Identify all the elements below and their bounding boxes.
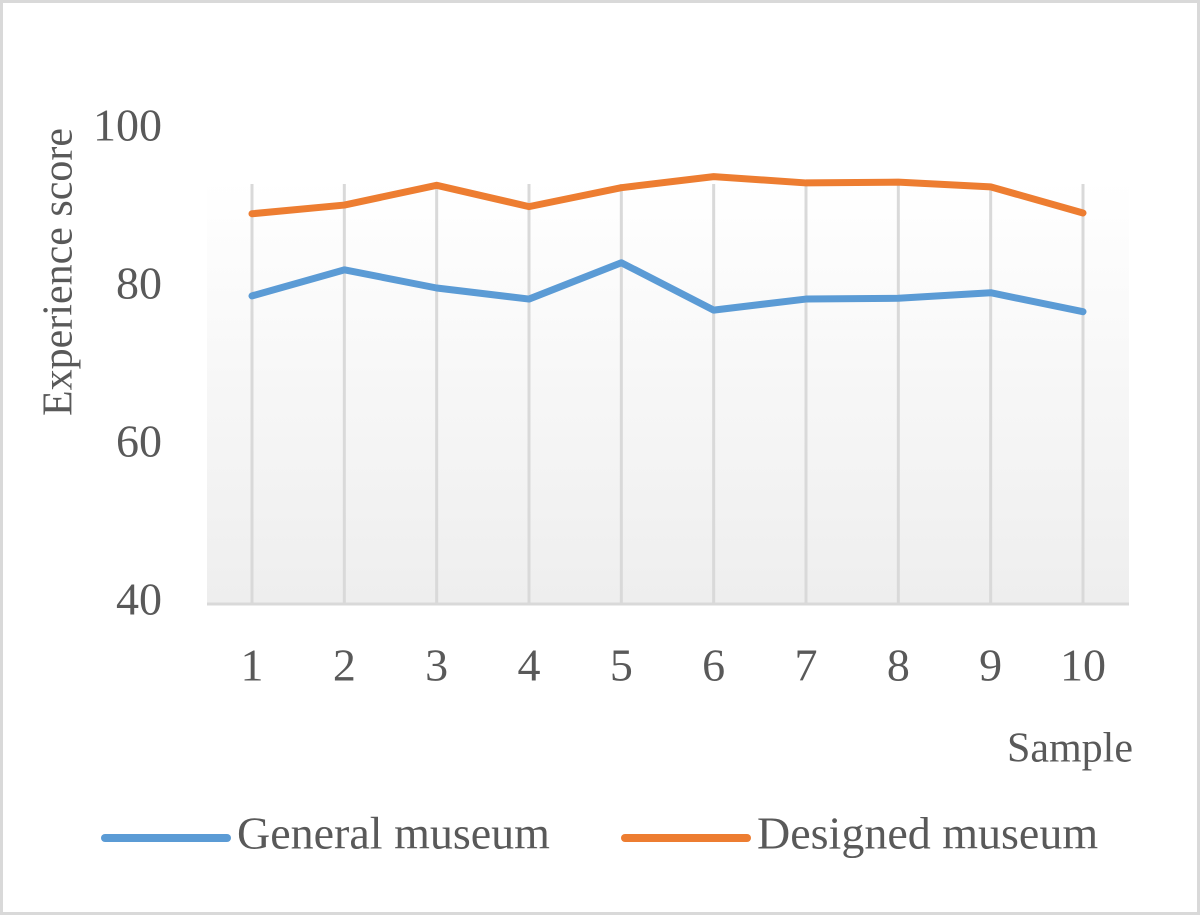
legend-label: General museum [237, 808, 550, 859]
x-tick-label: 7 [795, 640, 818, 691]
x-tick-label: 8 [887, 640, 910, 691]
y-axis-label: Experience score [36, 128, 82, 416]
series-line [248, 173, 1087, 218]
y-tick-label: 80 [116, 258, 162, 309]
x-tick-label: 1 [241, 640, 264, 691]
x-axis-label: Sample [1007, 726, 1133, 772]
x-tick-label: 3 [425, 640, 448, 691]
y-tick-label: 100 [93, 100, 162, 151]
x-tick-label: 9 [979, 640, 1002, 691]
series-line [248, 259, 1087, 316]
x-tick-label: 6 [702, 640, 725, 691]
x-tick-label: 10 [1060, 640, 1106, 691]
plot-background [207, 180, 1129, 604]
y-tick-label: 60 [116, 416, 162, 467]
x-tick-label: 2 [333, 640, 356, 691]
x-tick-label: 5 [610, 640, 633, 691]
y-tick-label: 40 [116, 574, 162, 625]
x-tick-label: 4 [518, 640, 541, 691]
legend-label: Designed museum [757, 808, 1098, 859]
